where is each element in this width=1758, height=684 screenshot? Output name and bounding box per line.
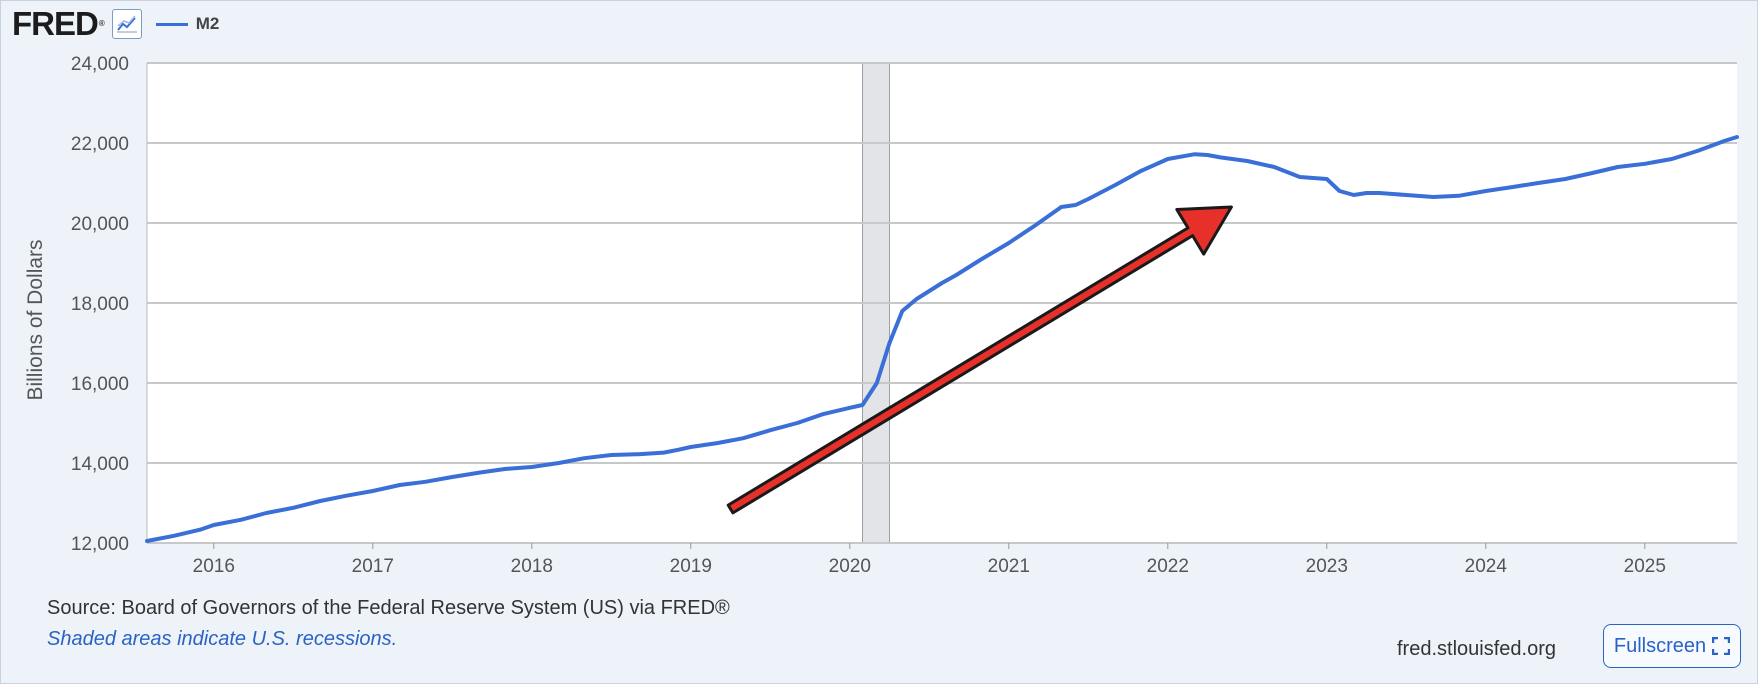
x-tick-label: 2023 [1306, 556, 1348, 577]
legend: M2 [155, 14, 220, 34]
y-tick-label: 18,000 [71, 294, 129, 315]
x-tick-label: 2021 [988, 556, 1030, 577]
x-tick-label: 2020 [829, 556, 871, 577]
y-tick-label: 12,000 [71, 534, 129, 555]
y-tick-label: 16,000 [71, 374, 129, 395]
x-tick-label: 2025 [1624, 556, 1666, 577]
line-graph-icon[interactable] [111, 9, 142, 39]
x-tick-label: 2019 [670, 556, 712, 577]
legend-label: M2 [195, 14, 220, 33]
fullscreen-button[interactable]: Fullscreen [1603, 624, 1741, 668]
m2-line-chart: 12,000 14,000 16,000 18,000 20,000 22,000 24,0… [71, 54, 1739, 577]
source-text: Source: Board of Governors of the Federa… [47, 597, 730, 619]
series-line-m2 [145, 135, 1739, 543]
x-tick-label: 2022 [1147, 556, 1189, 577]
legend-swatch [155, 22, 188, 26]
y-tick-label: 22,000 [71, 134, 129, 155]
x-tick-label: 2024 [1465, 556, 1508, 577]
y-tick-label: 20,000 [71, 214, 129, 235]
site-url[interactable]: fred.stlouisfed.org [1397, 638, 1556, 660]
y-tick-label: 14,000 [71, 454, 129, 475]
x-tick-label: 2017 [352, 556, 394, 577]
fred-logo[interactable]: FRED® [12, 5, 105, 42]
annotation-arrow [726, 205, 1233, 515]
x-tick-label: 2016 [193, 556, 235, 577]
y-tick-label: 24,000 [71, 54, 129, 75]
recession-note: Shaded areas indicate U.S. recessions. [47, 628, 398, 650]
expand-icon [1712, 637, 1731, 655]
fullscreen-label: Fullscreen [1613, 634, 1707, 657]
x-tick-label: 2018 [511, 556, 553, 577]
header: FRED® M2 [12, 6, 219, 42]
